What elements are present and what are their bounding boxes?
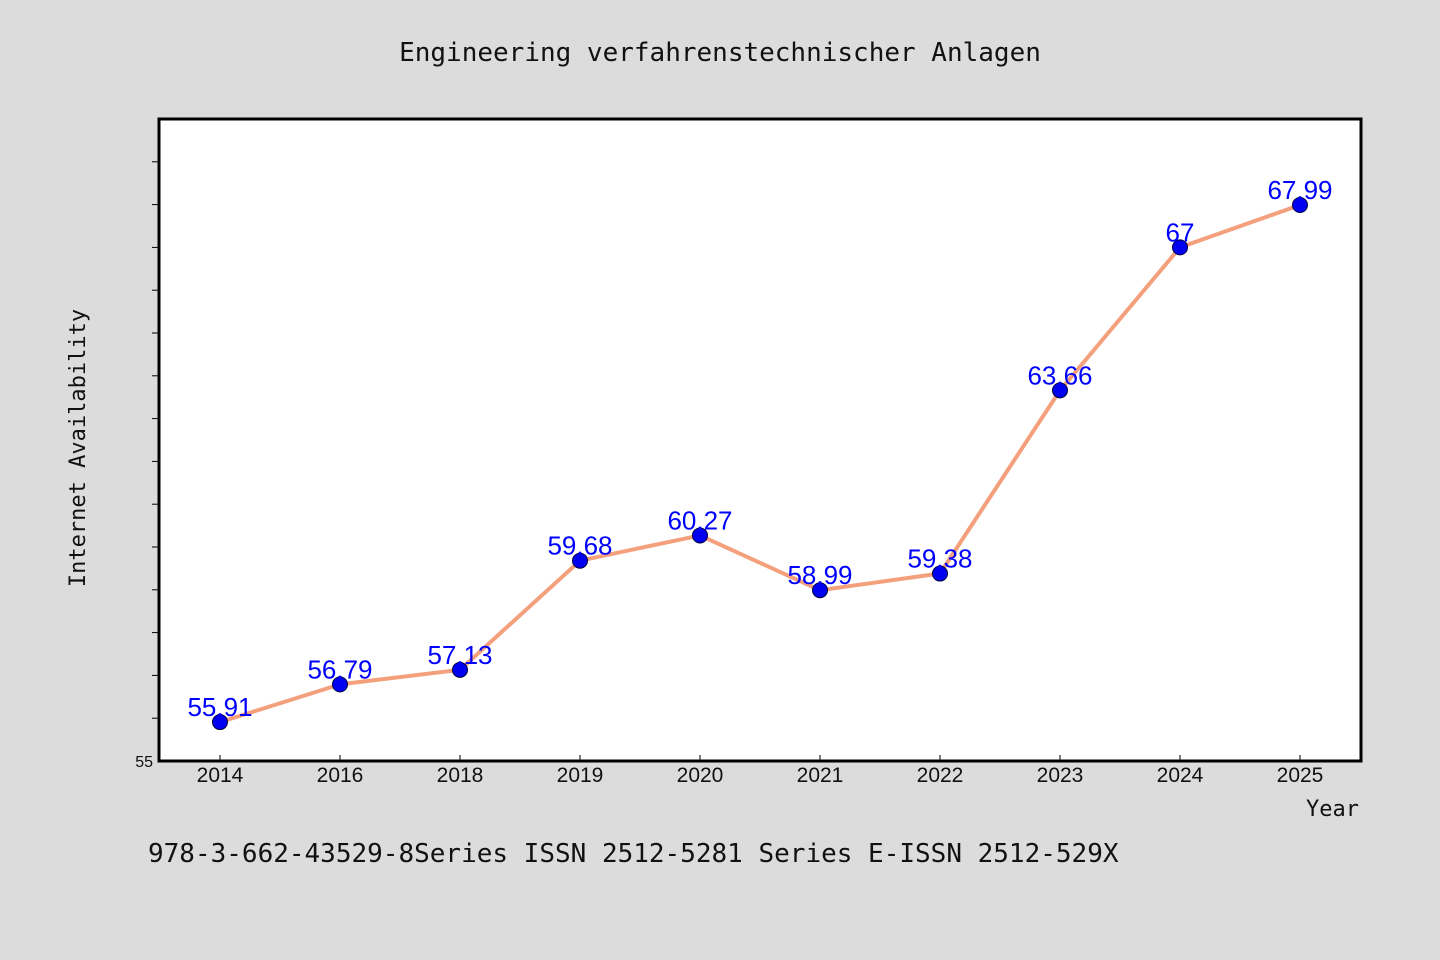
data-point [1172,239,1188,256]
x-tick-label: 2019 [557,764,604,787]
series-line-group [218,203,1302,725]
data-point [332,676,348,693]
data-label: 58.99 [787,560,852,590]
footer-text: 978-3-662-43529-8Series ISSN 2512-5281 S… [148,839,1119,869]
data-point [692,527,708,544]
data-label: 56.79 [307,654,372,684]
x-tick-label: 2023 [1037,764,1084,787]
data-point [812,582,828,599]
x-tick-label: 2024 [1157,764,1204,787]
x-axis-ticks [219,755,1301,761]
x-tick-label: 2022 [917,764,964,787]
x-tick-label: 2021 [797,764,844,787]
data-point [572,552,588,569]
data-point [212,714,228,731]
y-tick-label: 55 [135,754,153,771]
data-markers [212,197,1308,731]
data-label: 59.38 [907,544,972,574]
data-point [932,565,948,582]
x-tick-label: 2014 [197,764,244,787]
data-label: 57.13 [427,640,492,670]
data-label: 63.66 [1027,360,1092,390]
series-line [218,203,1302,725]
x-tick-label: 2025 [1277,764,1324,787]
data-point [1292,197,1308,214]
data-label: 55.91 [187,692,252,722]
data-point [452,661,468,678]
data-labels: 55.91 56.79 57.13 59.68 60.27 58.99 59.38 63.66… [187,175,1332,722]
y-axis-ticks [152,161,158,719]
x-axis-label: Year [1306,797,1359,822]
data-point [1052,382,1068,399]
data-label: 59.68 [547,531,612,561]
data-label: 67 [1166,217,1195,247]
x-tick-label: 2018 [437,764,484,787]
plot-area [157,117,1363,763]
y-axis-label: Internet Availability [66,309,91,587]
x-tick-label: 2016 [317,764,364,787]
chart-title: Engineering verfahrenstechnischer Anlage… [399,38,1041,68]
x-axis-tick-labels: 2014 2016 2018 2019 2020 2021 2022 2023 2024 2025 [197,764,1324,787]
x-tick-label: 2020 [677,764,724,787]
data-label: 60.27 [667,505,732,535]
data-label: 67.99 [1267,175,1332,205]
